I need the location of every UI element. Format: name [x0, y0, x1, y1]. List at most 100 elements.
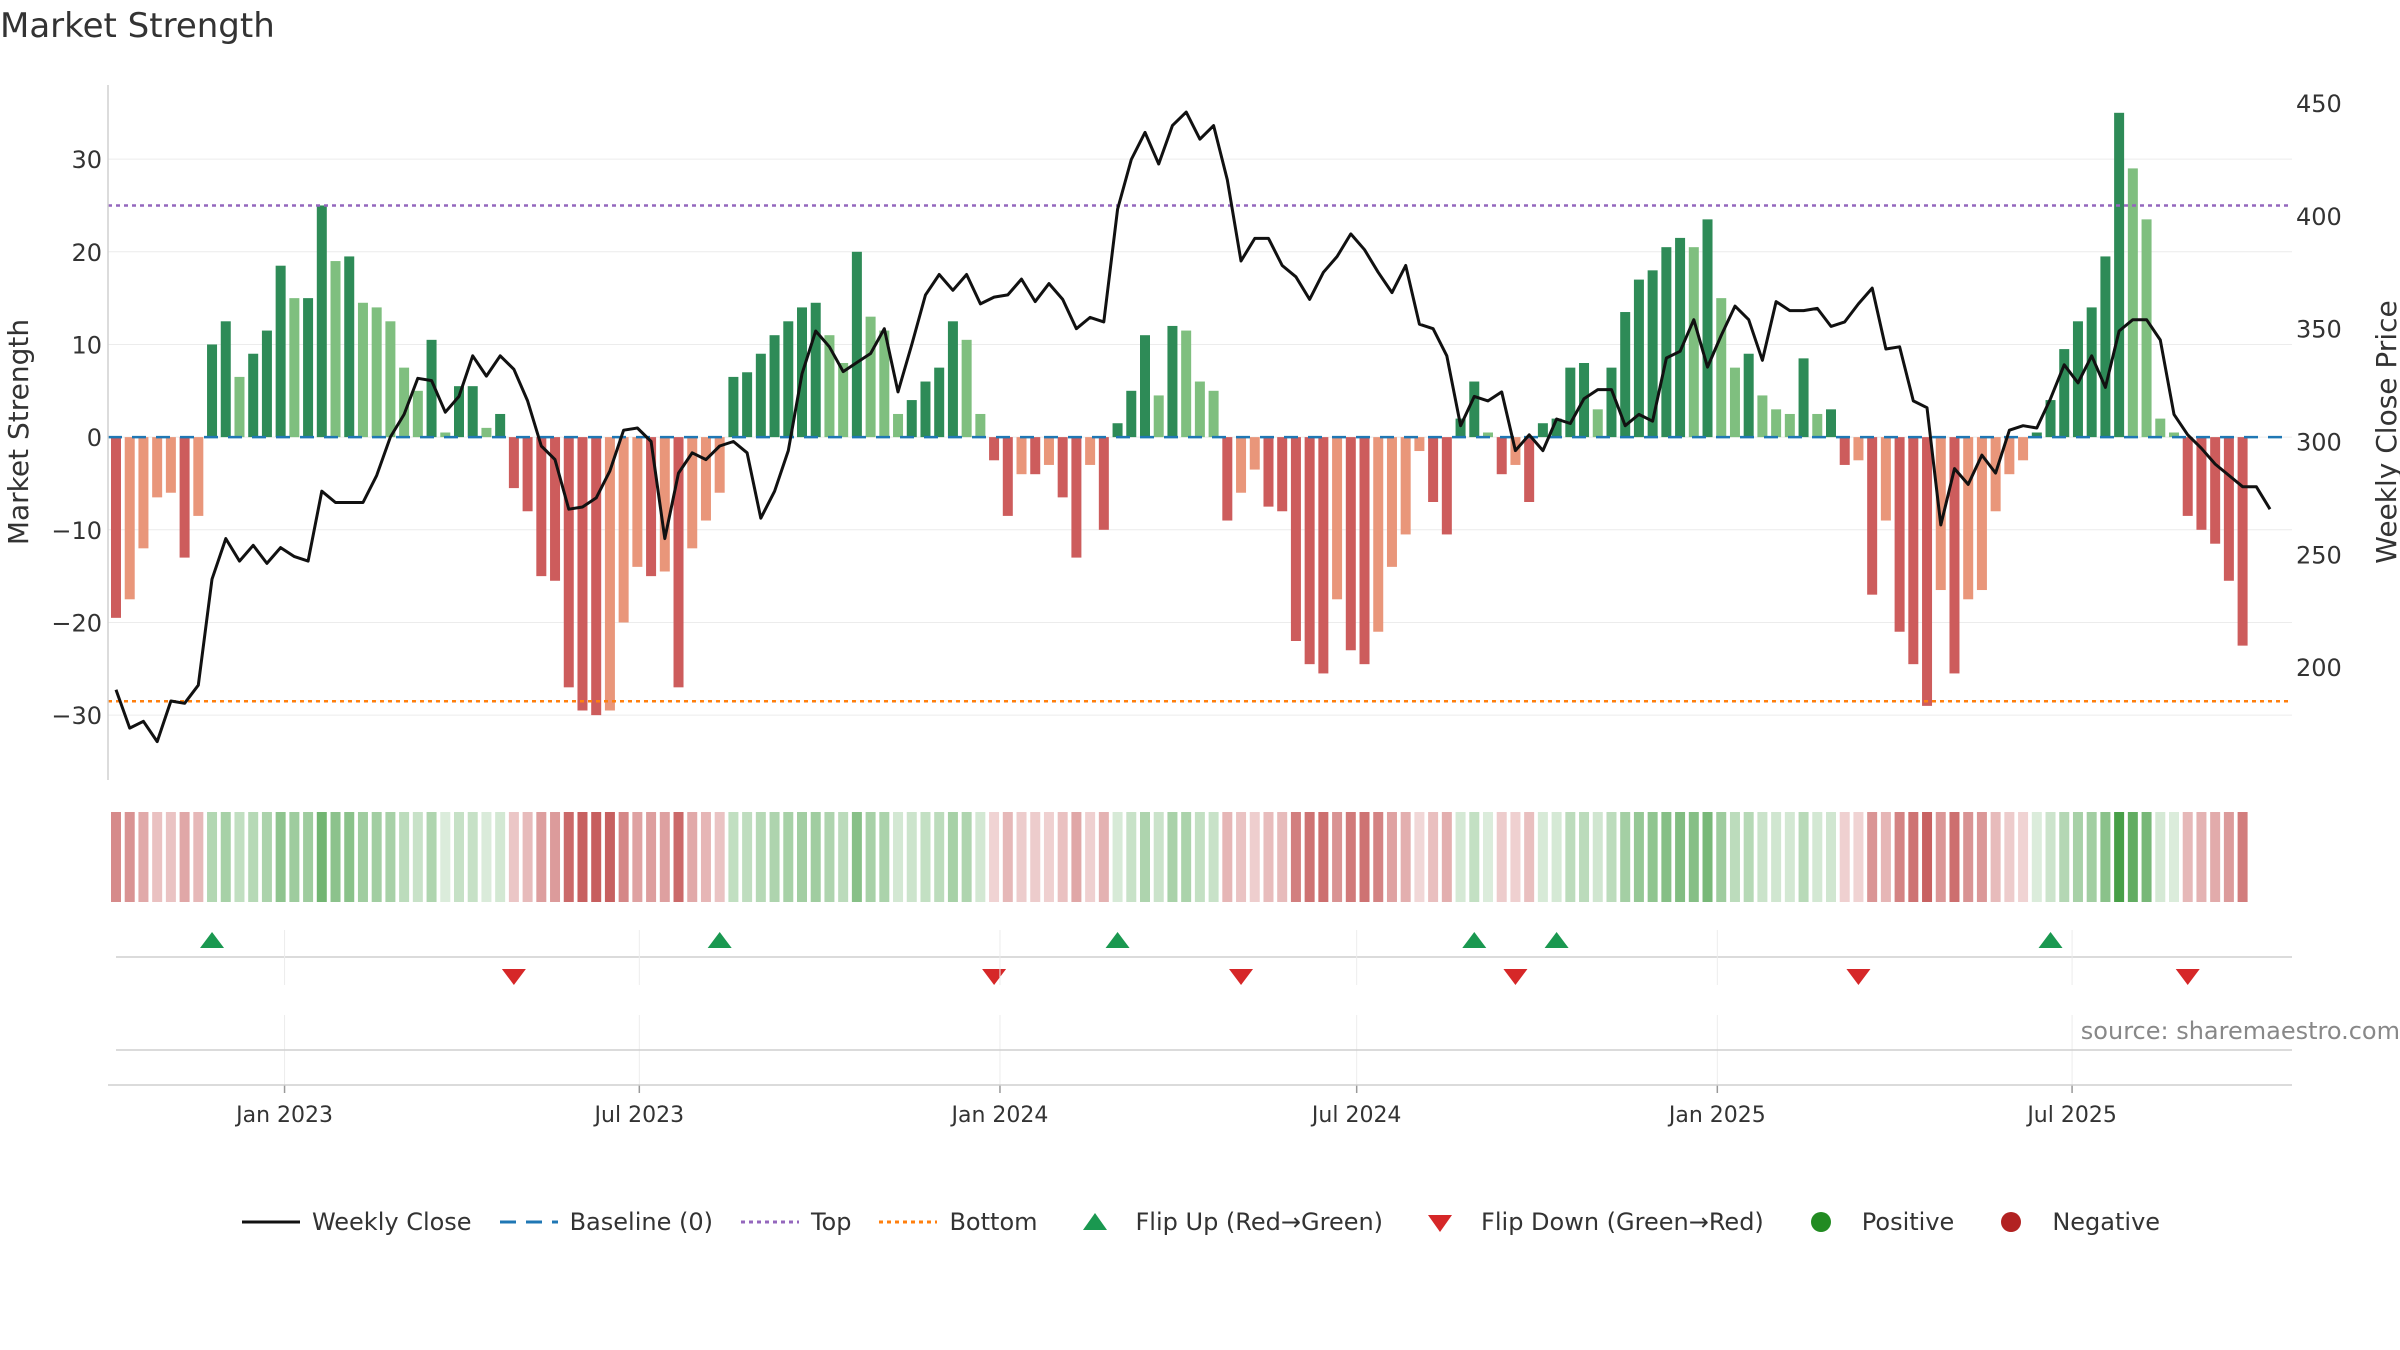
strength-bar: [1332, 437, 1343, 600]
strength-bar: [1647, 270, 1658, 438]
strength-bar: [1537, 423, 1548, 438]
x-tick-label: Jan 2023: [234, 1103, 333, 1128]
legend-weekly-close: Weekly Close: [240, 1208, 472, 1236]
ribbon-cell: [1592, 812, 1603, 902]
strength-bar: [1043, 437, 1054, 465]
strength-bar: [2210, 437, 2221, 544]
ribbon-cell: [1565, 812, 1576, 902]
ribbon-cell: [2045, 812, 2056, 902]
strength-bar: [989, 437, 1000, 461]
ribbon-cell: [371, 812, 382, 902]
legend-baseline-label: Baseline (0): [569, 1208, 713, 1236]
ribbon-cell: [1633, 812, 1644, 902]
strength-bar: [495, 413, 506, 438]
ribbon-cell: [344, 812, 355, 902]
strength-bar: [248, 353, 259, 438]
strength-bar: [371, 307, 382, 438]
ribbon-cell: [1236, 812, 1247, 902]
ribbon-cell: [481, 812, 492, 902]
ribbon-cell: [1606, 812, 1617, 902]
ribbon-cell: [1469, 812, 1480, 902]
ribbon-cell: [536, 812, 547, 902]
ribbon-cell: [1702, 812, 1713, 902]
ribbon-cell: [1098, 812, 1109, 902]
ribbon-cell: [1551, 812, 1562, 902]
ribbon-cell: [1894, 812, 1905, 902]
strength-bar: [947, 321, 958, 438]
strength-bar: [165, 437, 176, 493]
ribbon-cell: [1386, 812, 1397, 902]
ribbon-cell: [646, 812, 657, 902]
strength-bar: [275, 265, 286, 438]
ribbon-cell: [2031, 812, 2042, 902]
ribbon-cell: [1263, 812, 1274, 902]
strength-bar: [604, 437, 615, 711]
ribbon-cell: [550, 812, 561, 902]
ribbon-cell: [975, 812, 986, 902]
strength-bar: [755, 353, 766, 438]
strength-bar: [467, 386, 478, 438]
strength-bar: [289, 298, 300, 438]
strength-bar: [1290, 437, 1301, 641]
y-tick-label: 0: [87, 424, 102, 452]
strength-bar: [2100, 256, 2111, 438]
flip-down-icon: [1409, 1210, 1471, 1234]
ribbon-cell: [1853, 812, 1864, 902]
strength-bars: [111, 112, 2248, 716]
ribbon-cell: [1208, 812, 1219, 902]
ribbon-cell: [248, 812, 259, 902]
ribbon-cell: [1949, 812, 1960, 902]
y2-tick-label: 250: [2296, 541, 2342, 569]
ribbon-cell: [947, 812, 958, 902]
strength-bar: [1098, 437, 1109, 530]
strength-bar: [234, 376, 245, 438]
strength-bar: [412, 390, 423, 438]
strength-bar: [646, 437, 657, 577]
strength-bar: [1428, 437, 1439, 502]
strength-bar: [1743, 353, 1754, 438]
y-tick-label: −30: [51, 702, 102, 730]
ribbon-cell: [1963, 812, 1974, 902]
ribbon-cell: [193, 812, 204, 902]
ribbon-cell: [1620, 812, 1631, 902]
strength-bar: [152, 437, 163, 498]
strength-bar: [1181, 330, 1192, 438]
ribbon-cell: [563, 812, 574, 902]
ribbon-cell: [1222, 812, 1233, 902]
ribbon-cell: [1990, 812, 2001, 902]
ribbon-cell: [1414, 812, 1425, 902]
ribbon-cell: [851, 812, 862, 902]
weekly-close-line: [114, 110, 2272, 744]
ribbon-cell: [1579, 812, 1590, 902]
ribbon-cell: [2196, 812, 2207, 902]
strength-bar: [440, 432, 451, 438]
strength-bar: [1236, 437, 1247, 493]
x-tick-label: Jan 2025: [1667, 1103, 1766, 1128]
flip-down-marker: [501, 969, 526, 985]
strength-bar: [1702, 219, 1713, 438]
y-tick-label: 20: [71, 239, 102, 267]
strength-bar: [1606, 367, 1617, 438]
strength-bar: [1908, 437, 1919, 665]
strength-bar: [1784, 413, 1795, 438]
flip-up-icon: [1064, 1210, 1126, 1234]
x-axis: Jan 2023 Jul 2023 Jan 2024 Jul 2024 Jan 2025…: [108, 930, 2292, 1128]
ribbon-cell: [673, 812, 684, 902]
strength-bar: [1208, 390, 1219, 438]
ribbon-cell: [1428, 812, 1439, 902]
flip-down-marker: [1503, 969, 1528, 985]
y2-tick-label: 300: [2296, 429, 2342, 457]
y2-tick-label: 400: [2296, 203, 2342, 231]
ribbon-cell: [124, 812, 135, 902]
ribbon-cell: [275, 812, 286, 902]
legend-bottom-label: Bottom: [949, 1208, 1038, 1236]
strength-bar: [2237, 437, 2248, 646]
y-tick-label: 30: [71, 146, 102, 174]
ribbon-cell: [2086, 812, 2097, 902]
legend-negative-label: Negative: [2052, 1208, 2161, 1236]
strength-bar: [1565, 367, 1576, 438]
strength-bar: [1757, 395, 1768, 438]
ribbon-cell: [1332, 812, 1343, 902]
ribbon-cell: [961, 812, 972, 902]
strength-bar: [1222, 437, 1233, 521]
